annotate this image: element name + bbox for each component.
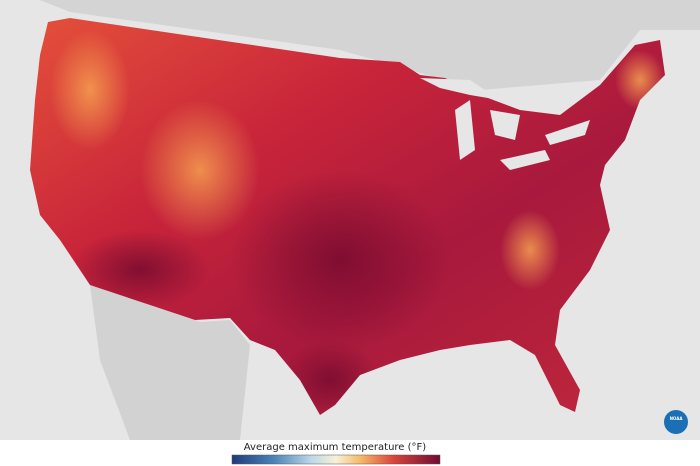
- color-bar: [231, 454, 441, 465]
- logo: [664, 410, 688, 434]
- canada: [0, 0, 700, 90]
- logo-text: NOAA: [670, 416, 684, 421]
- legend-title: Average maximum temperature (°F): [244, 442, 426, 453]
- great-lakes: [420, 78, 590, 170]
- mexico: [90, 285, 250, 440]
